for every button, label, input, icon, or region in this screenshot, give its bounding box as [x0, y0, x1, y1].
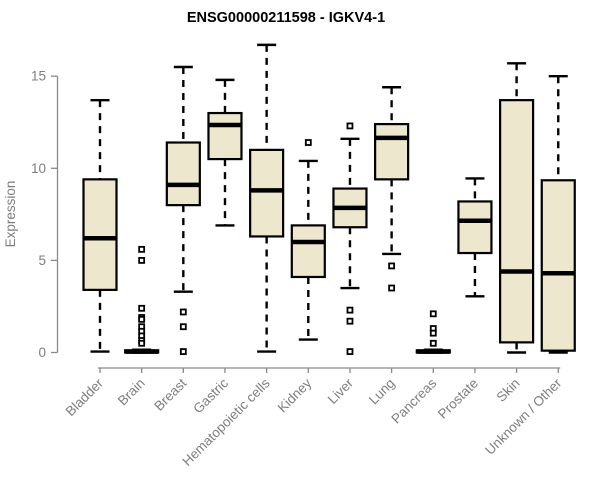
outlier-point: [138, 315, 146, 323]
y-tick-label: 10: [31, 161, 46, 176]
box-kidney: [290, 139, 326, 341]
x-category-label: Kidney: [275, 375, 315, 415]
box-brain: [124, 245, 160, 354]
box-breast: [165, 65, 201, 355]
iqr-box: [249, 148, 285, 238]
iqr-box: [499, 99, 535, 344]
box-pancreas: [415, 310, 451, 354]
outlier-point: [346, 317, 354, 325]
outlier-point: [179, 308, 187, 316]
box-liver: [332, 122, 368, 355]
box-skin: [499, 62, 535, 354]
y-axis-title: Expression: [3, 181, 18, 248]
iqr-box: [374, 122, 410, 181]
outlier-point: [346, 306, 354, 314]
iqr-box: [540, 179, 576, 352]
outlier-point: [138, 245, 146, 253]
outlier-point: [304, 139, 312, 146]
iqr-box: [290, 224, 326, 279]
outlier-point: [179, 323, 187, 331]
x-category-label: Lung: [366, 376, 398, 408]
x-category-label: Pancreas: [388, 375, 439, 426]
y-tick-label: 0: [38, 345, 46, 360]
outlier-point: [388, 284, 396, 292]
outlier-point: [388, 262, 396, 270]
outlier-point: [138, 304, 146, 312]
x-category-label: Brain: [115, 376, 148, 409]
x-category-label: Breast: [151, 375, 189, 413]
x-category-label: Liver: [325, 375, 357, 407]
x-category-label: Prostate: [435, 376, 481, 422]
iqr-box: [457, 200, 493, 255]
x-category-label: Bladder: [63, 375, 107, 419]
y-tick-label: 5: [38, 253, 46, 268]
box-gastric: [207, 78, 243, 227]
outlier-point: [346, 348, 354, 355]
box-bladder: [82, 98, 118, 353]
outlier-point: [138, 339, 146, 347]
outlier-point: [179, 348, 187, 355]
outlier-point: [138, 256, 146, 264]
box-hematopoietic-cells: [249, 43, 285, 353]
outlier-point: [346, 122, 354, 130]
outlier-point: [429, 310, 437, 318]
iqr-box: [165, 141, 201, 207]
iqr-box: [82, 178, 118, 291]
x-category-label: Gastric: [190, 375, 231, 416]
iqr-box: [207, 111, 243, 161]
outlier-point: [429, 339, 437, 347]
x-category-label: Unknown / Other: [482, 375, 565, 458]
chart-title: ENSG00000211598 - IGKV4-1: [187, 10, 385, 26]
box-unknown-other: [540, 74, 576, 354]
box-prostate: [457, 177, 493, 298]
box-lung: [374, 86, 410, 292]
y-tick-label: 15: [31, 69, 46, 84]
x-category-label: Skin: [494, 376, 523, 405]
outlier-point: [429, 329, 437, 337]
